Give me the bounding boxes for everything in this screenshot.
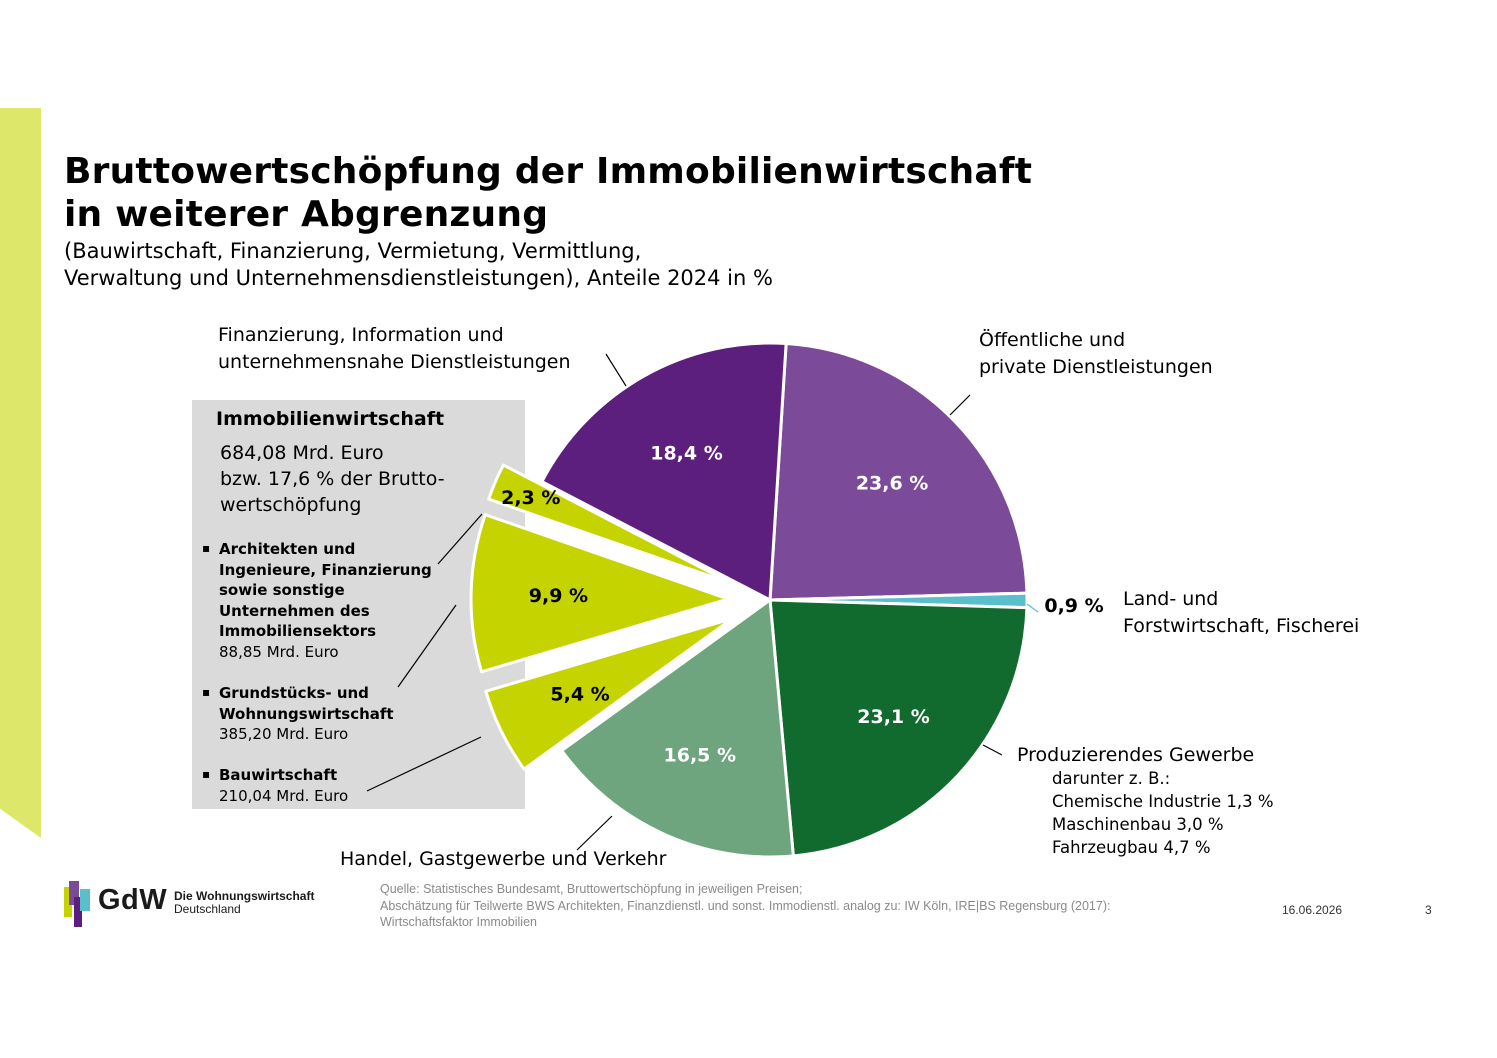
- info-box-item-architekten: ▪ Architekten und Ingenieure, Finanzieru…: [202, 539, 432, 662]
- item-name-line: sowie sonstige: [219, 581, 345, 599]
- gdw-logo-icon: [64, 881, 90, 927]
- source-note: Quelle: Statistisches Bundesamt, Bruttow…: [380, 881, 1110, 931]
- title-line-2: in weiterer Abgrenzung: [64, 194, 549, 235]
- item-name-line: Grundstücks- und: [219, 684, 369, 702]
- source-line: Abschätzung für Teilwerte BWS Architekte…: [380, 898, 1111, 913]
- detail-line: Chemische Industrie 1,3 %: [1052, 792, 1274, 811]
- label-line: Forstwirtschaft, Fischerei: [1123, 615, 1360, 637]
- logo-sub-line: Deutschland: [174, 902, 241, 916]
- label-finanzierung: Finanzierung, Information und unternehme…: [218, 322, 571, 376]
- pie-slice-value-label: 16,5 %: [664, 744, 737, 766]
- info-box-immobilienwirtschaft: Immobilienwirtschaft 684,08 Mrd. Euro bz…: [192, 400, 525, 809]
- leader-lines: [366, 353, 1039, 851]
- item-name-line: Immobiliensektors: [219, 622, 377, 640]
- info-box-item-value: 385,20 Mrd. Euro: [219, 725, 349, 743]
- info-box-item-name: Bauwirtschaft: [219, 765, 348, 786]
- bullet-icon: ▪: [202, 767, 211, 781]
- info-box-desc-line-3: wertschöpfung: [220, 494, 362, 516]
- pie-slice: [487, 463, 733, 585]
- pie-slice-value-label: 5,4 %: [550, 683, 609, 705]
- label-produzierendes: Produzierendes Gewerbe: [1017, 744, 1255, 766]
- bullet-icon: ▪: [202, 541, 211, 555]
- detail-line: darunter z. B.:: [1052, 769, 1171, 788]
- info-box-item-value: 88,85 Mrd. Euro: [219, 642, 339, 661]
- logo-wordmark: GdW: [98, 884, 168, 916]
- pie-slice: [484, 617, 734, 771]
- detail-line: Maschinenbau 3,0 %: [1052, 815, 1224, 834]
- label-line: Land- und: [1123, 588, 1219, 610]
- bullet-icon: ▪: [202, 685, 211, 699]
- footer-date: 16.06.2026: [1282, 903, 1343, 917]
- chart-subtitle: (Bauwirtschaft, Finanzierung, Vermietung…: [64, 238, 773, 292]
- leader-line-produzierendes: [982, 744, 1003, 756]
- detail-line: Fahrzeugbau 4,7 %: [1052, 838, 1211, 857]
- info-box-item-value: 210,04 Mrd. Euro: [219, 786, 349, 805]
- pie-slice-value-label: 23,1 %: [857, 706, 930, 728]
- pie-slice-value-label: 18,4 %: [650, 442, 723, 464]
- accent-bar: [0, 108, 41, 838]
- title-line-1: Bruttowertschöpfung der Immobilienwirtsc…: [64, 151, 1033, 192]
- info-box-item-name: Architekten und Ingenieure, Finanzierung…: [219, 539, 432, 642]
- info-box-desc-line-1: 684,08 Mrd. Euro: [220, 442, 384, 464]
- item-name-line: Bauwirtschaft: [219, 766, 338, 784]
- info-box-desc-line-2: bzw. 17,6 % der Brutto-: [220, 468, 445, 490]
- leader-line-oeffentliche: [949, 394, 971, 416]
- leader-line-finanzierung: [605, 353, 627, 387]
- subtitle-line-1: (Bauwirtschaft, Finanzierung, Vermietung…: [64, 239, 642, 263]
- label-handel: Handel, Gastgewerbe und Verkehr: [340, 848, 667, 870]
- leader-line-grundstuecks: [397, 604, 457, 688]
- pie-slice: [469, 513, 730, 674]
- pie-slice-labels: 23,6 % 0,9 % 23,1 % 16,5 % 5,4 % 9,9 % 2,3 % 18…: [501, 442, 1104, 766]
- source-line: Quelle: Statistisches Bundesamt, Bruttow…: [380, 882, 803, 896]
- label-line: Finanzierung, Information und: [218, 324, 504, 346]
- label-produzierendes-details: darunter z. B.: Chemische Industrie 1,3 …: [1052, 767, 1274, 859]
- pie-slice: [560, 598, 795, 859]
- pie-slices: [469, 341, 1029, 859]
- pie-slice-value-label: 2,3 %: [501, 487, 560, 509]
- item-name-line: Architekten und: [219, 540, 356, 558]
- info-box-item-grundstuecks: ▪ Grundstücks- und Wohnungswirtschaft 38…: [202, 683, 394, 745]
- pie-slice: [768, 598, 1029, 858]
- label-oeffentliche: Öffentliche und private Dienstleistungen: [979, 327, 1213, 381]
- info-box-item-name: Grundstücks- und Wohnungswirtschaft: [219, 683, 394, 724]
- logo-subtitle: Die Wohnungswirtschaft Deutschland: [174, 890, 314, 916]
- chart-title: Bruttowertschöpfung der Immobilienwirtsc…: [64, 150, 1032, 236]
- leader-line-bauwirtschaft: [366, 736, 482, 792]
- label-line: unternehmensnahe Dienstleistungen: [218, 351, 571, 373]
- label-land-forst: Land- und Forstwirtschaft, Fischerei: [1123, 586, 1359, 640]
- leader-line-architekten: [437, 513, 483, 565]
- info-box-description: 684,08 Mrd. Euro bzw. 17,6 % der Brutto-…: [220, 440, 445, 518]
- logo-sub-line: Die Wohnungswirtschaft: [174, 889, 315, 903]
- item-name-line: Unternehmen des: [219, 601, 370, 620]
- pie-slice-value-label: 23,6 %: [856, 472, 929, 494]
- pie-slice-value-label: 0,9 %: [1044, 595, 1103, 617]
- subtitle-line-2: Verwaltung und Unternehmensdienstleistun…: [64, 266, 773, 290]
- leader-line-handel: [576, 815, 613, 851]
- info-box-item-bauwirtschaft: ▪ Bauwirtschaft 210,04 Mrd. Euro: [202, 765, 348, 806]
- info-box-title: Immobilienwirtschaft: [216, 408, 445, 430]
- item-name-line: Wohnungswirtschaft: [219, 704, 394, 723]
- pie-slice: [540, 341, 788, 602]
- pie-slice: [768, 342, 1029, 602]
- pie-slice-value-label: 9,9 %: [529, 585, 588, 607]
- item-name-line: Ingenieure, Finanzierung: [219, 560, 432, 579]
- source-line: Wirtschaftsfaktor Immobilien: [380, 915, 537, 929]
- label-line: Öffentliche und: [979, 329, 1126, 351]
- page-number: 3: [1425, 903, 1432, 917]
- leader-line-land: [1026, 603, 1039, 613]
- label-line: private Dienstleistungen: [979, 356, 1213, 378]
